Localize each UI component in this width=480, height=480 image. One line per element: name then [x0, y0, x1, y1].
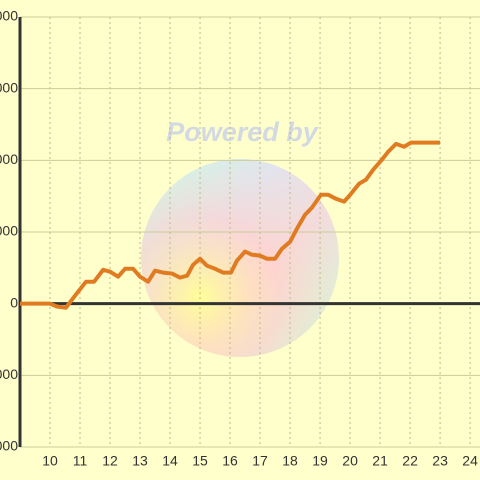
x-tick-label: 21	[372, 453, 388, 469]
x-tick-label: 18	[282, 453, 298, 469]
x-tick-label: 20	[342, 453, 358, 469]
x-tick-label: 12	[102, 453, 118, 469]
y-tick-label: 12,000	[0, 8, 18, 24]
y-tick-label: 0	[10, 294, 18, 310]
y-tick-label: 3,000	[0, 223, 18, 239]
watermark: Powered by	[166, 117, 320, 147]
x-tick-label: 15	[192, 453, 208, 469]
x-tick-label: 13	[132, 453, 148, 469]
data-line	[20, 140, 441, 310]
y-tick-label: 6,000	[0, 151, 18, 167]
x-tick-label: 16	[222, 453, 238, 469]
x-tick-label: 11	[73, 453, 88, 469]
x-tick-label: 24	[462, 453, 478, 469]
y-tick-label: -3,000	[0, 366, 18, 382]
x-tick-label: 17	[252, 453, 268, 469]
x-tick-label: 10	[42, 453, 58, 469]
x-tick-label: 14	[162, 453, 178, 469]
x-tick-label: 23	[432, 453, 448, 469]
x-tick-label: 19	[312, 453, 328, 469]
y-tick-label: 9,000	[0, 79, 18, 95]
plot: 10 11 12 13 14 15 16 17 18 19 20 21 22 23 24	[18, 16, 480, 469]
x-tick-label: 22	[402, 453, 418, 469]
y-tick-label: -6,000	[0, 438, 18, 454]
